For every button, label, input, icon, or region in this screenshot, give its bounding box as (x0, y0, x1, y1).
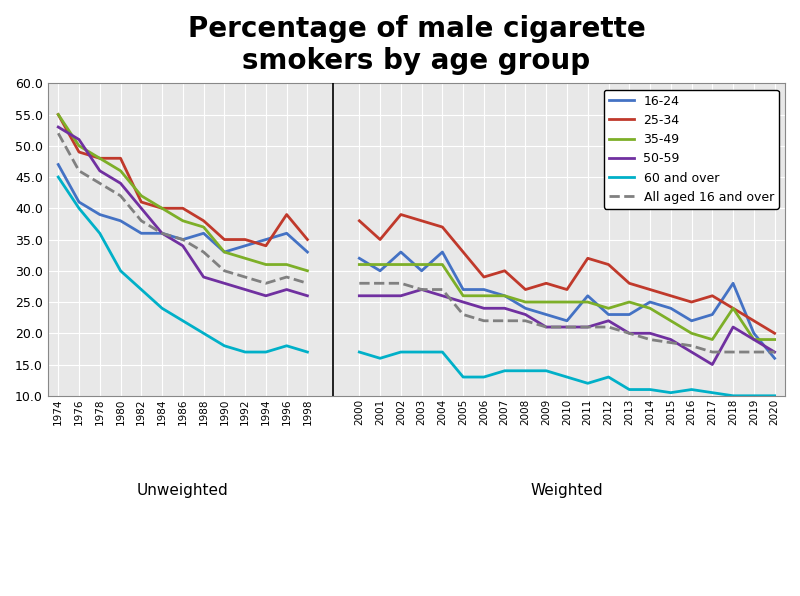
Legend: 16-24, 25-34, 35-49, 50-59, 60 and over, All aged 16 and over: 16-24, 25-34, 35-49, 50-59, 60 and over,… (603, 89, 778, 209)
Title: Percentage of male cigarette
smokers by age group: Percentage of male cigarette smokers by … (187, 15, 646, 76)
Text: Unweighted: Unweighted (137, 483, 229, 498)
Text: Weighted: Weighted (530, 483, 603, 498)
